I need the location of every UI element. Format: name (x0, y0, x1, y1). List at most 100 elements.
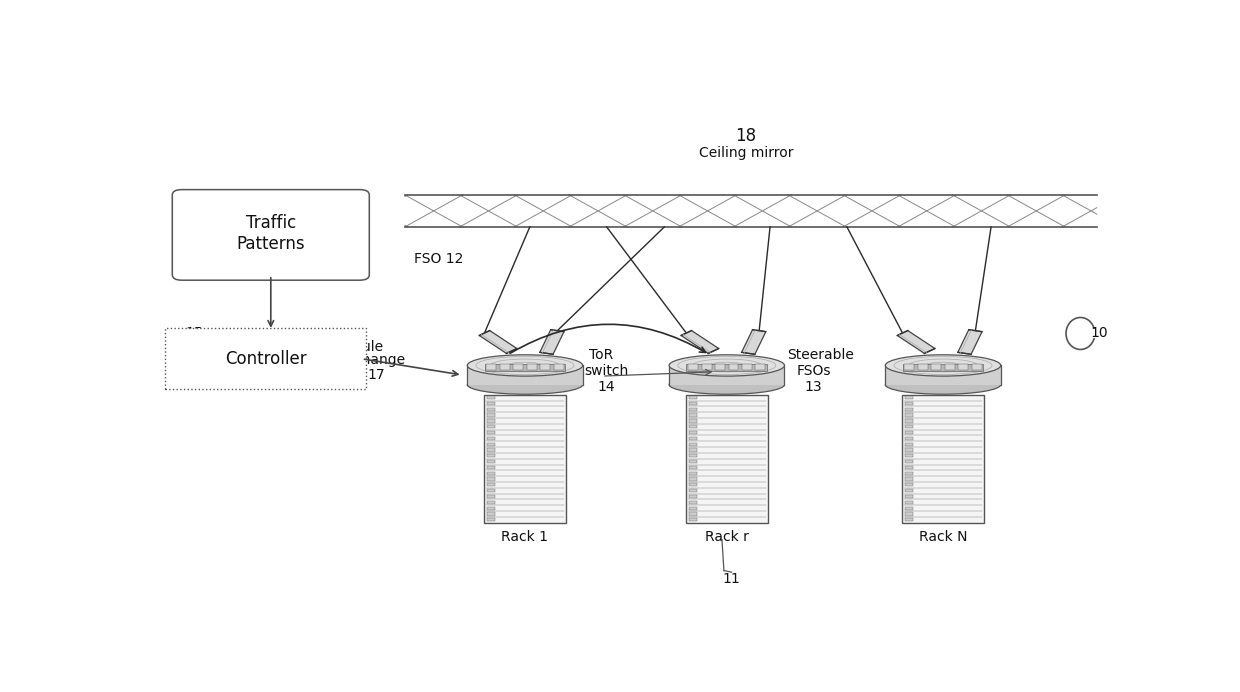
Bar (905, 402, 913, 405)
Ellipse shape (885, 375, 1001, 394)
Bar (905, 431, 913, 434)
Bar (487, 512, 495, 516)
Bar (905, 518, 913, 521)
Text: FSOs: FSOs (797, 364, 832, 378)
Bar (904, 365, 914, 370)
Bar (689, 518, 697, 521)
Bar (487, 402, 495, 405)
Bar (689, 507, 697, 510)
Text: Rack 1: Rack 1 (501, 530, 548, 544)
Bar (487, 466, 495, 469)
Bar (715, 365, 725, 370)
Bar (487, 501, 495, 504)
Bar (486, 365, 496, 370)
Bar (905, 448, 913, 452)
Text: Rack N: Rack N (919, 530, 967, 544)
Bar (931, 365, 941, 370)
Bar (689, 402, 697, 405)
Bar (487, 419, 495, 423)
Text: 18: 18 (735, 127, 756, 145)
Bar (500, 365, 510, 370)
Bar (689, 431, 697, 434)
Bar (905, 466, 913, 469)
Polygon shape (681, 331, 719, 354)
Bar (689, 414, 697, 417)
Bar (487, 495, 495, 498)
Ellipse shape (885, 355, 1001, 376)
Bar (689, 460, 697, 463)
Bar (487, 396, 495, 399)
Bar (689, 396, 697, 399)
Text: change: change (353, 353, 405, 367)
Bar (689, 512, 697, 516)
Text: Rule: Rule (353, 340, 384, 354)
Bar (487, 414, 495, 417)
Bar (903, 364, 983, 372)
Polygon shape (479, 331, 517, 354)
Bar (467, 365, 583, 385)
Bar (905, 501, 913, 504)
Bar (905, 472, 913, 475)
Bar (905, 425, 913, 428)
Bar (487, 483, 495, 486)
Text: 17: 17 (367, 368, 384, 382)
Ellipse shape (467, 355, 583, 376)
Bar (689, 483, 697, 486)
Bar (541, 365, 551, 370)
Bar (905, 483, 913, 486)
Bar (742, 365, 751, 370)
Bar (487, 425, 495, 428)
Polygon shape (539, 329, 564, 354)
FancyBboxPatch shape (165, 328, 367, 390)
Text: Patterns: Patterns (237, 235, 305, 253)
Text: Controller: Controller (224, 349, 306, 367)
Bar (905, 489, 913, 492)
Bar (689, 466, 697, 469)
Bar (702, 365, 712, 370)
Bar (755, 365, 765, 370)
Ellipse shape (670, 355, 785, 376)
Bar (689, 477, 697, 481)
Bar (905, 495, 913, 498)
Bar (485, 364, 565, 372)
Bar (487, 454, 495, 457)
Bar (905, 454, 913, 457)
Bar (729, 365, 739, 370)
Bar (905, 507, 913, 510)
Bar (686, 394, 768, 522)
Bar (689, 454, 697, 457)
Text: Ceiling mirror: Ceiling mirror (699, 147, 794, 161)
Bar (487, 437, 495, 440)
Bar (905, 396, 913, 399)
Text: Traffic: Traffic (246, 215, 296, 233)
Bar (484, 394, 565, 522)
Bar (487, 443, 495, 446)
Bar (689, 425, 697, 428)
Bar (689, 443, 697, 446)
Text: FSO 12: FSO 12 (414, 252, 464, 266)
Bar (487, 507, 495, 510)
Text: 11: 11 (723, 572, 740, 585)
Bar (553, 365, 564, 370)
Text: 10: 10 (1090, 327, 1107, 340)
Bar (487, 408, 495, 411)
Text: 14: 14 (598, 380, 615, 394)
Bar (905, 460, 913, 463)
Bar (487, 477, 495, 481)
Bar (689, 437, 697, 440)
Polygon shape (898, 331, 935, 354)
Bar (689, 495, 697, 498)
Bar (688, 365, 698, 370)
FancyBboxPatch shape (172, 190, 370, 280)
Bar (404, 195, 1096, 227)
Polygon shape (957, 329, 982, 354)
Text: Steerable: Steerable (787, 348, 854, 362)
Bar (959, 365, 968, 370)
Bar (905, 437, 913, 440)
Bar (487, 489, 495, 492)
Bar (689, 408, 697, 411)
Bar (905, 477, 913, 481)
Text: 16: 16 (186, 209, 203, 224)
Bar (689, 448, 697, 452)
Ellipse shape (467, 375, 583, 394)
